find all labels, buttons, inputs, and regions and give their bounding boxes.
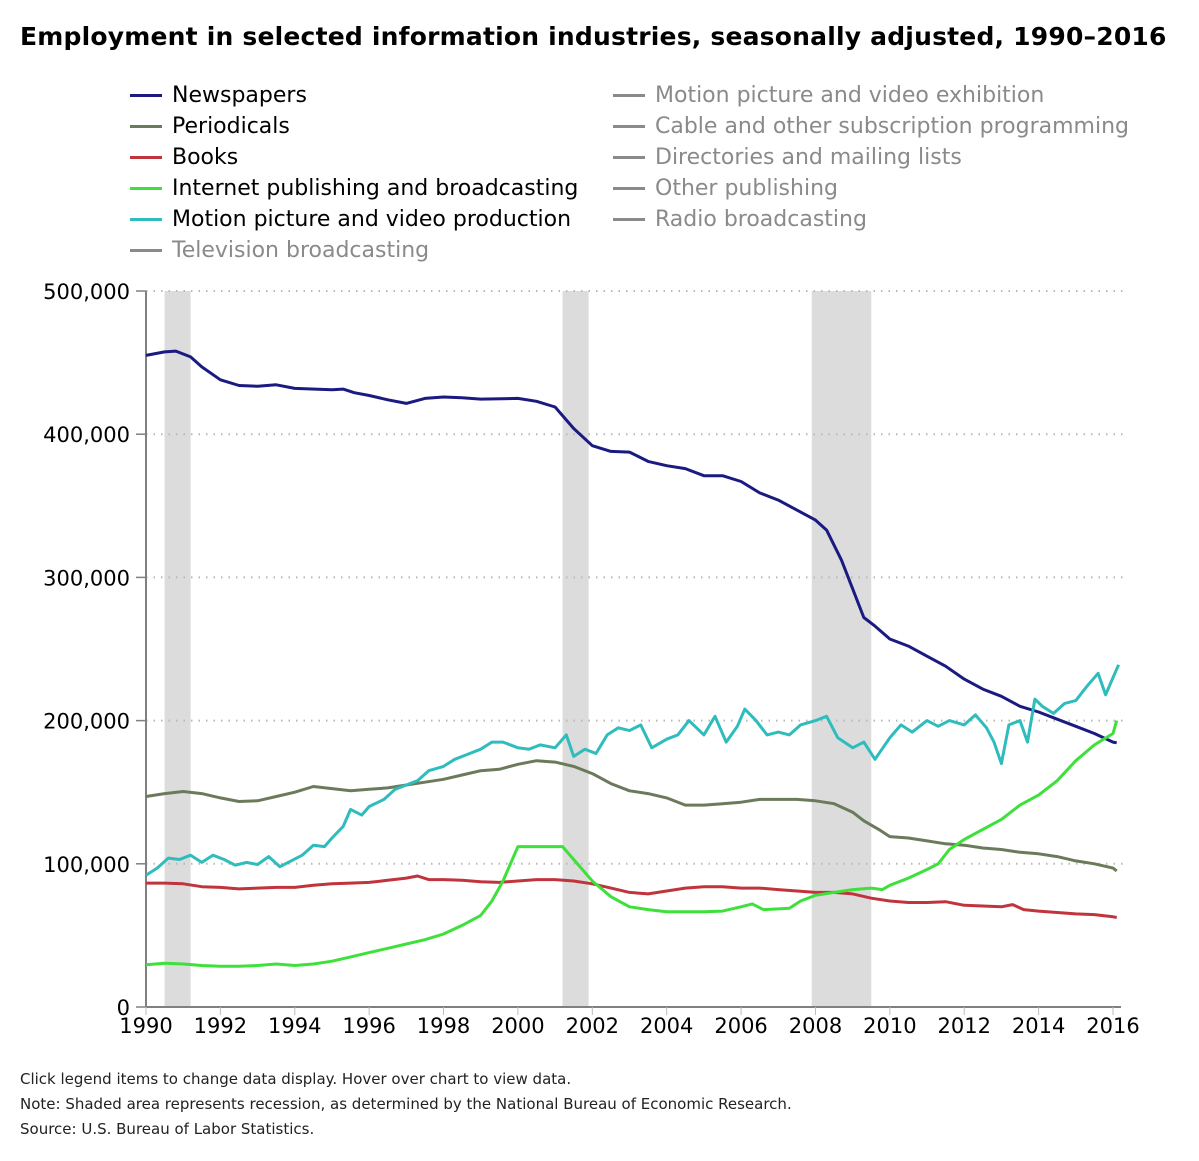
legend-item-television-broadcasting[interactable]: Television broadcasting [130,235,578,266]
series-line-motion-picture-and-video-production[interactable] [145,664,1120,877]
legend-line-swatch-icon [130,94,162,97]
legend-label: Directories and mailing lists [655,145,962,170]
recession-shading [164,291,872,1007]
legend-item-periodicals[interactable]: Periodicals [130,111,578,142]
y-axis-ticks: 0 100,000 200,000 300,000 400,000 500,000 [43,280,146,1020]
legend-label: Books [172,145,239,170]
y-tick-label: 200,000 [43,710,130,734]
legend-label: Cable and other subscription programming [655,114,1129,139]
y-tick-label: 400,000 [43,423,130,447]
axes [145,291,1121,1008]
x-tick-label: 2012 [938,1014,991,1038]
legend-label: Motion picture and video production [172,207,572,232]
legend-line-swatch-icon [130,218,162,221]
legend-item-newspapers[interactable]: Newspapers [130,80,578,111]
legend-right-column: Motion picture and video exhibition Cable… [613,80,1129,235]
y-tick-label: 300,000 [43,566,130,590]
chart-footer: Click legend items to change data displa… [20,1067,792,1142]
legend-line-swatch-icon [130,156,162,159]
instructions-text: Click legend items to change data displa… [20,1070,572,1088]
series-line-books[interactable] [146,874,1117,919]
legend-label: Newspapers [172,83,307,108]
legend-item-other-publishing[interactable]: Other publishing [613,173,1129,204]
series-line-periodicals[interactable] [145,759,1118,873]
legend-item-books[interactable]: Books [130,142,578,173]
legend-item-motion-picture-and-video-exhibition[interactable]: Motion picture and video exhibition [613,80,1129,111]
legend-line-swatch-icon [613,125,645,128]
x-tick-label: 2010 [863,1014,916,1038]
x-tick-label: 2004 [640,1014,693,1038]
series-lines [145,349,1120,968]
x-axis-ticks: 1990 1992 1994 1996 1998 2000 2002 2004 2006 2008… [119,1007,1140,1038]
x-tick-label: 1992 [194,1014,247,1038]
legend-item-cable-and-other-subscription-programming[interactable]: Cable and other subscription programming [613,111,1129,142]
legend-line-swatch-icon [130,187,162,190]
legend-line-swatch-icon [613,156,645,159]
legend-line-swatch-icon [130,249,162,252]
y-tick-label: 0 [117,996,130,1020]
legend-item-directories-and-mailing-lists[interactable]: Directories and mailing lists [613,142,1129,173]
recession-band [562,291,589,1007]
legend-item-internet-publishing-and-broadcasting[interactable]: Internet publishing and broadcasting [130,173,578,204]
legend-line-swatch-icon [613,218,645,221]
legend-label: Other publishing [655,176,838,201]
legend-line-swatch-icon [613,187,645,190]
x-tick-label: 1990 [119,1014,172,1038]
legend-label: Radio broadcasting [655,207,867,232]
legend-label: Internet publishing and broadcasting [172,176,579,201]
legend-item-radio-broadcasting[interactable]: Radio broadcasting [613,204,1129,235]
legend-label: Television broadcasting [172,238,430,263]
chart-title: Employment in selected information indus… [20,22,1167,51]
series-line-newspapers[interactable] [145,349,1117,745]
x-tick-label: 1994 [268,1014,321,1038]
x-tick-label: 2008 [789,1014,842,1038]
legend-left-column: Newspapers Periodicals Books Internet publi… [130,80,578,266]
note-text: Note: Shaded area represents recession, … [20,1095,792,1113]
legend-label: Periodicals [172,114,290,139]
source-text: Source: U.S. Bureau of Labor Statistics. [20,1120,315,1138]
x-tick-label: 1996 [342,1014,395,1038]
x-tick-label: 2002 [566,1014,619,1038]
legend-label: Motion picture and video exhibition [655,83,1045,108]
recession-band [811,291,872,1007]
legend-item-motion-picture-and-video-production[interactable]: Motion picture and video production [130,204,578,235]
y-tick-label: 500,000 [43,280,130,304]
x-tick-label: 2000 [491,1014,544,1038]
y-tick-label: 100,000 [43,853,130,877]
x-tick-label: 1998 [417,1014,470,1038]
x-tick-label: 2016 [1086,1014,1139,1038]
x-tick-label: 2006 [714,1014,767,1038]
legend-line-swatch-icon [130,125,162,128]
series-line-internet-publishing-and-broadcasting[interactable] [145,720,1119,968]
gridlines [146,290,1124,865]
recession-band [164,291,191,1007]
legend-line-swatch-icon [613,94,645,97]
x-tick-label: 2014 [1012,1014,1065,1038]
